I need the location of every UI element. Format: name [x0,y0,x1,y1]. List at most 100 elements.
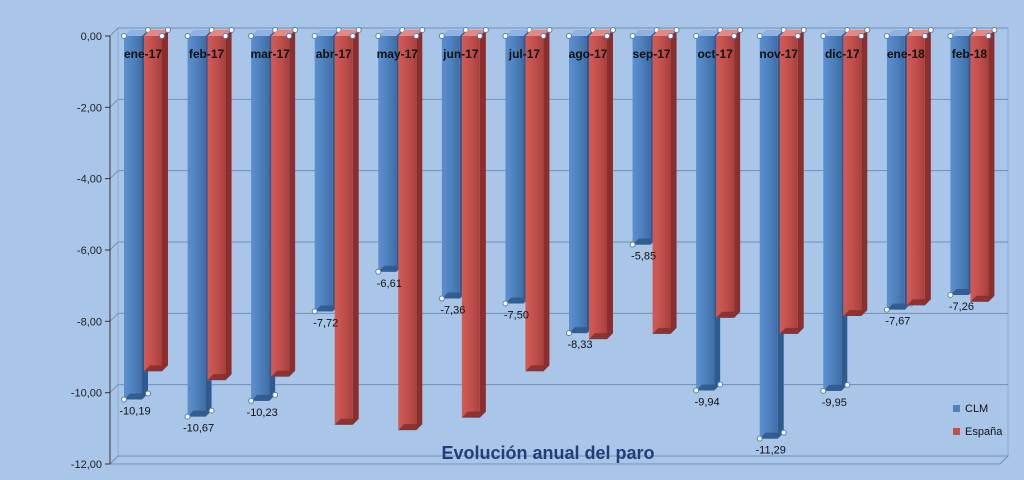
bar-marker [540,33,547,39]
data-label-clm: -7,26 [949,301,974,313]
y-tick-label: -6,00 [77,245,102,257]
bar-side-espana [924,30,931,306]
data-label-clm: -11,29 [756,445,786,457]
bar-marker [286,33,293,39]
bar-top-clm [187,30,212,36]
bar-marker [311,33,318,39]
y-tick-label: 0,00 [81,31,102,43]
bar-clm [950,36,969,295]
bar-cap-clm [632,238,657,245]
gridline-depth [109,241,119,251]
bar-cap-clm [314,305,339,312]
bar-marker [927,27,934,33]
bar-side-espana [734,30,741,318]
bar-marker [737,27,744,33]
bar-cap-clm [187,410,212,417]
bar-marker [731,33,738,39]
bar-cap-clm [124,393,148,400]
bar-top-clm [823,30,848,36]
category-label: mar-17 [250,47,290,61]
chart-title: Evolución anual del paro [441,443,654,463]
data-label-clm: -10,19 [119,405,150,417]
bar-marker [756,435,763,442]
bar-clm [886,36,905,310]
category-label: feb-18 [952,47,988,61]
bar-marker [921,33,928,39]
category-label: abr-17 [316,47,352,61]
gridline-depth [109,170,119,180]
bar-marker [502,33,509,39]
bar-clm [441,36,460,299]
bar-cap-espana [716,311,741,318]
bar-espana [398,36,417,431]
bar-marker [717,381,724,388]
data-label-clm: -9,94 [695,397,720,409]
bar-side-espana [162,30,168,372]
gridline-depth [109,312,119,322]
bar-marker [693,387,700,394]
bar-marker [311,308,318,315]
bar-marker [820,33,827,39]
bar-clm [314,36,333,312]
bar-cap-espana [398,424,423,431]
bar-cap-clm [696,384,721,391]
bar-marker [165,27,171,33]
legend-swatch-espana [953,428,960,435]
bar-cap-clm [441,292,466,299]
bar-top-clm [886,30,911,36]
data-label-clm: -7,50 [504,310,529,322]
bar-marker [604,33,610,39]
bar-side-espana [225,30,232,381]
legend-label-clm: CLM [965,403,988,415]
data-label-clm: -7,72 [313,317,338,329]
y-tick-label: -2,00 [77,102,102,114]
category-label: feb-17 [189,47,225,61]
legend: CLM España [953,403,1003,438]
bar-clm [124,36,142,400]
bar-marker [667,33,674,39]
data-label-clm: -8,33 [567,339,592,351]
bar-espana [461,36,480,418]
bar-cap-clm [505,297,530,304]
category-label: jun-17 [442,47,479,61]
data-label-clm: -10,23 [247,407,278,419]
bar-marker [780,429,787,436]
y-axis: 0,00 -2,00 -4,00 -6,00 -8,00 -10,00 -12,00 [71,31,111,471]
bar-cap-espana [525,365,550,372]
category-label: sep-17 [633,47,671,61]
legend-swatch-clm [953,405,960,412]
bar-marker [419,27,426,33]
bar-top-clm [569,30,593,36]
bar-cap-espana [970,295,995,302]
bar-clm [569,36,587,334]
data-label-clm: -7,36 [440,305,465,317]
y-tick-label: -4,00 [77,174,102,186]
bar-clm [632,36,651,245]
bar-marker [502,300,509,307]
category-label: ene-18 [887,47,925,61]
bar-marker [482,27,489,33]
bar-marker [222,33,229,39]
bar-marker [800,27,807,33]
category-label: jul-17 [508,47,541,61]
bar-espana [843,36,862,316]
bar-top-clm [124,30,148,36]
plot-floor [108,455,1010,465]
bar-marker [693,33,700,39]
bar-marker [864,27,871,33]
bar-cap-clm [378,265,403,272]
bar-marker [121,396,127,403]
bar-marker [292,27,299,33]
bar-marker [629,241,636,248]
bar-marker [184,413,191,420]
bar-marker [248,397,255,404]
gridlines [108,27,1010,465]
gridline-depth [109,27,119,37]
bar-espana [144,36,162,372]
bar-cap-espana [843,309,868,316]
bar-marker [991,27,998,33]
bar-espana [906,36,925,306]
category-label: oct-17 [697,47,733,61]
category-label: dic-17 [825,47,860,61]
